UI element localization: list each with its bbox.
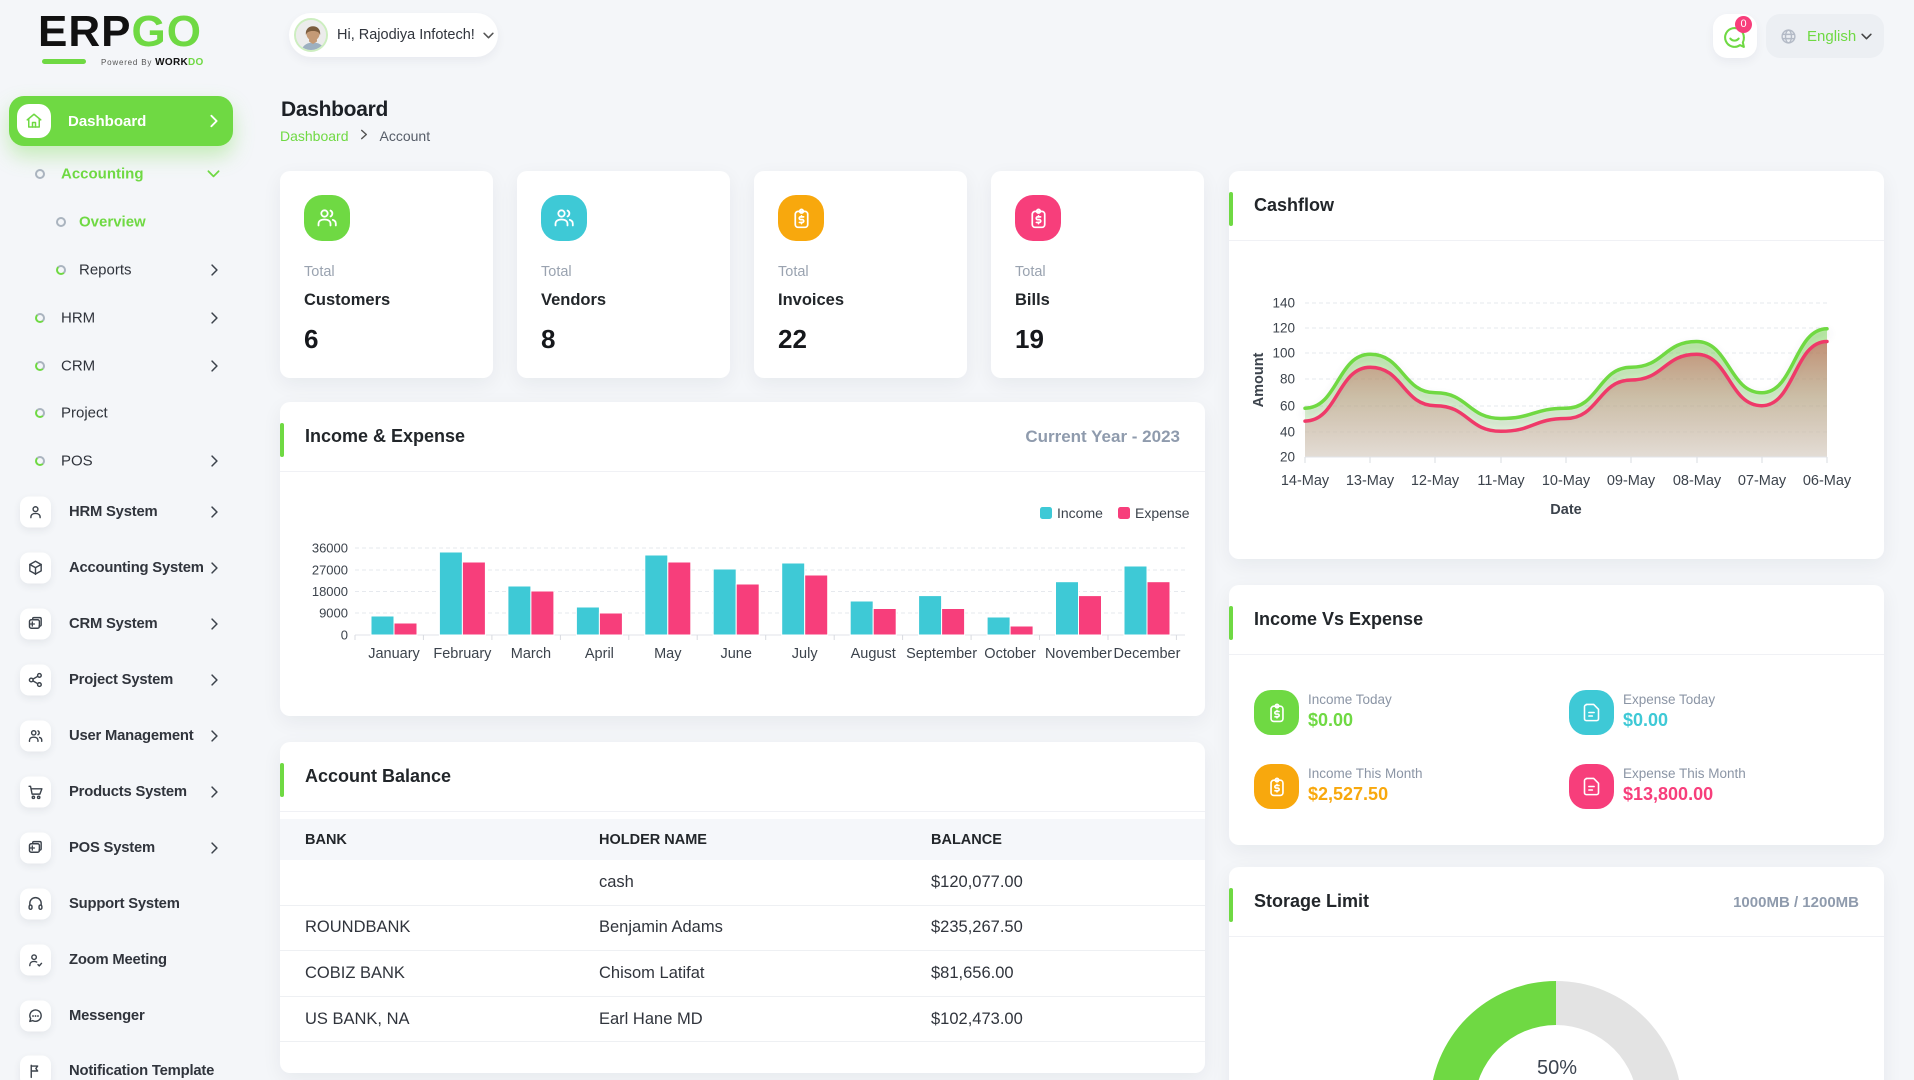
svg-text:120: 120 [1272,321,1295,336]
svg-text:27000: 27000 [312,563,348,578]
svg-text:Expense: Expense [1135,505,1190,521]
svg-text:13-May: 13-May [1346,473,1395,489]
svg-text:March: March [511,646,551,662]
svg-text:Income: Income [1057,505,1103,521]
svg-text:20: 20 [1280,450,1295,465]
svg-text:06-May: 06-May [1803,473,1852,489]
svg-text:9000: 9000 [319,606,348,621]
svg-text:May: May [654,646,682,662]
svg-text:40: 40 [1280,425,1295,440]
svg-text:Amount: Amount [1251,352,1267,407]
svg-text:October: October [984,646,1036,662]
svg-text:09-May: 09-May [1607,473,1656,489]
svg-text:July: July [792,646,819,662]
svg-text:36000: 36000 [312,541,348,556]
svg-text:10-May: 10-May [1542,473,1591,489]
svg-text:December: December [1114,646,1181,662]
svg-text:Date: Date [1550,502,1581,518]
svg-text:12-May: 12-May [1411,473,1460,489]
svg-text:100: 100 [1272,346,1295,361]
svg-text:18000: 18000 [312,584,348,599]
svg-text:September: September [906,646,977,662]
svg-text:February: February [433,646,492,662]
svg-text:60: 60 [1280,399,1295,414]
svg-text:June: June [720,646,751,662]
svg-text:80: 80 [1280,372,1295,387]
svg-text:0: 0 [341,628,348,643]
svg-text:14-May: 14-May [1281,473,1330,489]
svg-text:November: November [1045,646,1112,662]
svg-text:08-May: 08-May [1673,473,1722,489]
svg-text:January: January [368,646,420,662]
svg-text:140: 140 [1272,296,1295,311]
svg-text:07-May: 07-May [1738,473,1787,489]
svg-text:August: August [851,646,896,662]
svg-text:11-May: 11-May [1477,473,1525,489]
svg-text:April: April [585,646,614,662]
